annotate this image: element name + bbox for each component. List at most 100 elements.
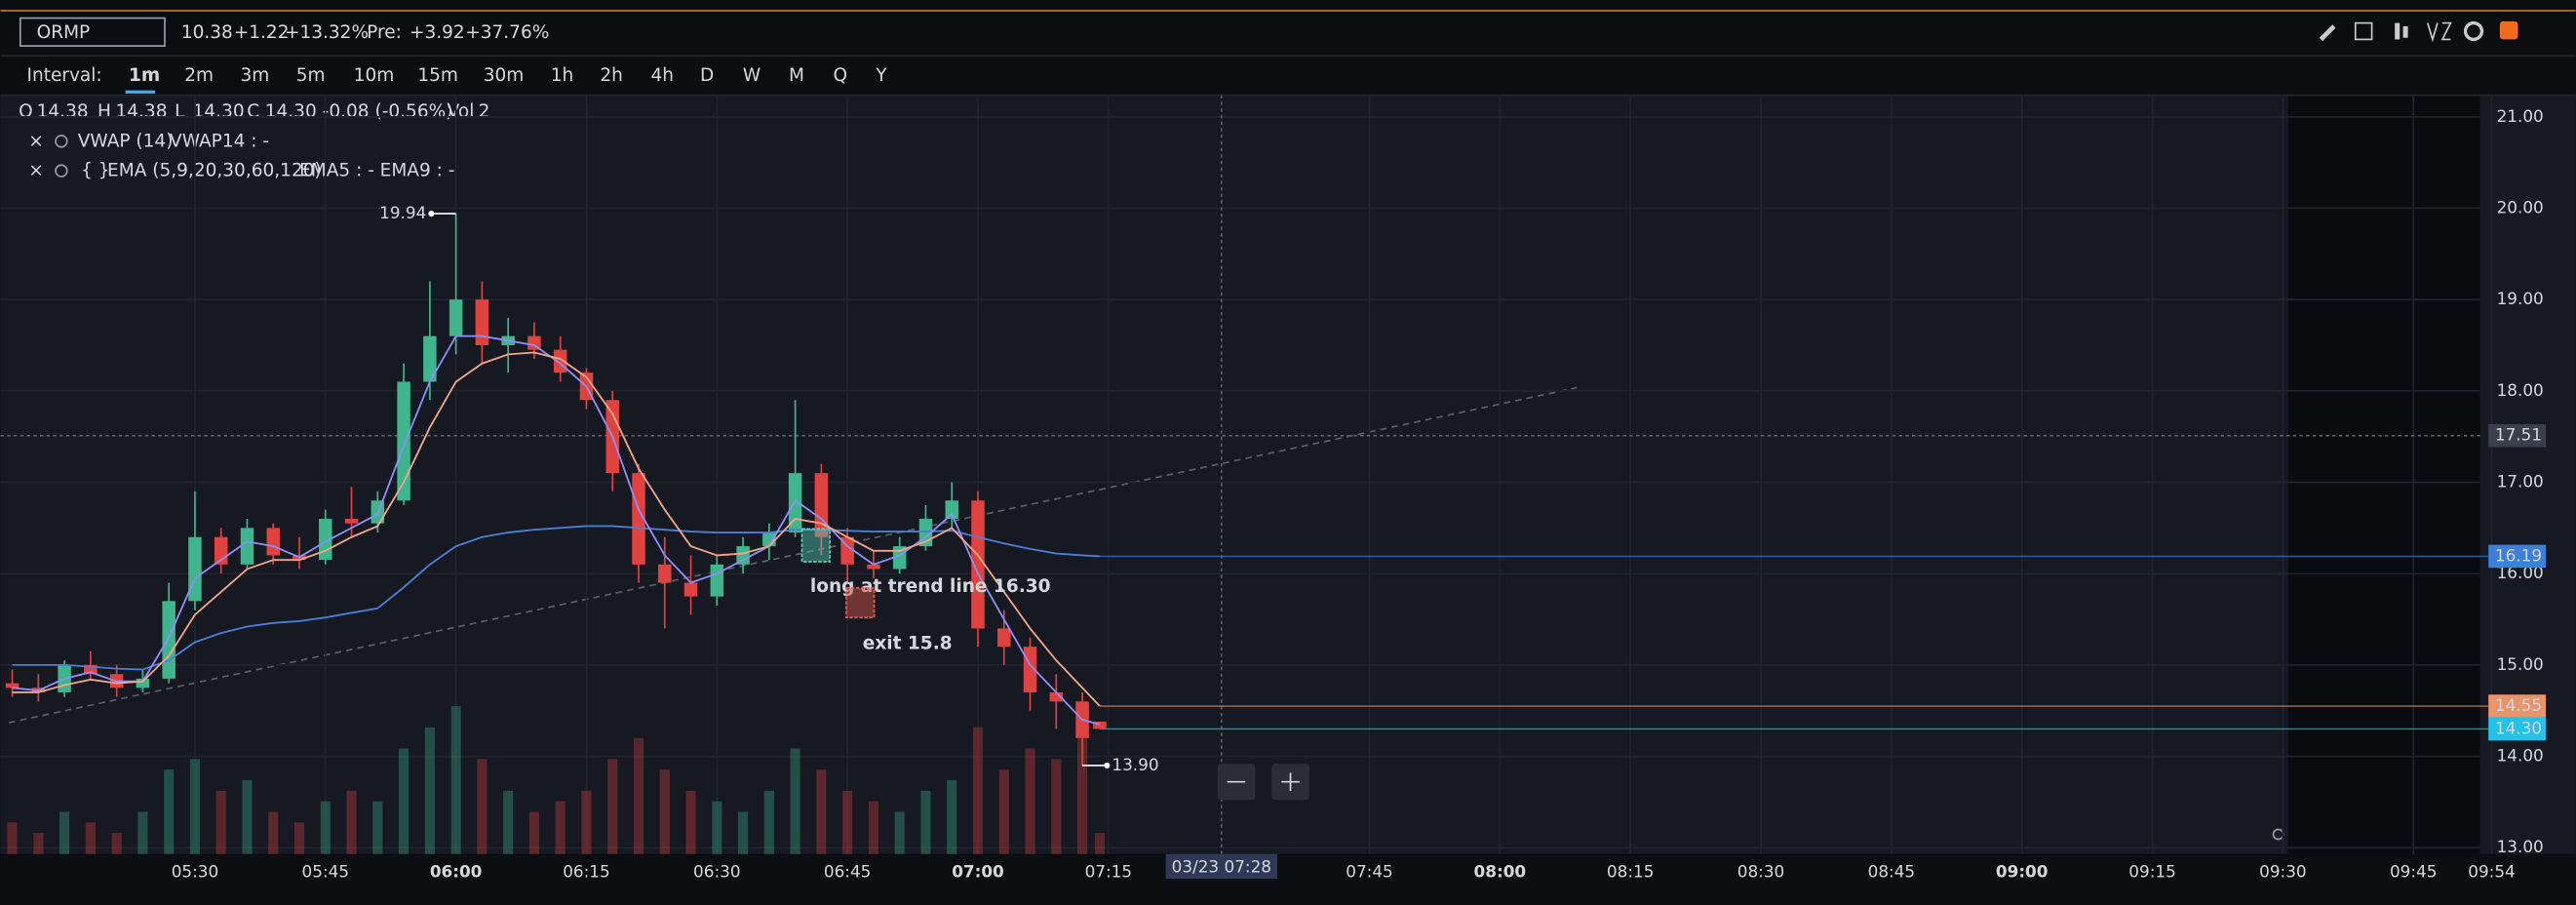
- symbol-input[interactable]: [19, 17, 166, 47]
- y-tick-label: 18.00: [2497, 380, 2544, 400]
- candle-body: [449, 299, 463, 336]
- candle-icon[interactable]: [2395, 22, 2400, 40]
- high-marker-label: 19.94: [379, 203, 426, 222]
- x-tick-label: 08:30: [1737, 861, 1785, 881]
- candle-icon[interactable]: [2402, 25, 2408, 38]
- low-marker-label: 13.90: [1112, 755, 1158, 774]
- plot-area: [0, 95, 2480, 854]
- visibility-toggle[interactable]: [55, 135, 68, 148]
- symbol[interactable]: ORMP: [37, 22, 91, 43]
- volume-bar: [947, 780, 957, 854]
- indicator-line: [12, 525, 1100, 671]
- interval-option[interactable]: Y: [875, 65, 887, 86]
- ohlc-label: O: [19, 101, 33, 122]
- candle-body: [892, 546, 907, 570]
- volume-bar: [790, 748, 800, 854]
- volume-bar: [868, 801, 878, 854]
- vol-label: Vol: [448, 101, 475, 122]
- change-pct: +13.32%: [285, 22, 369, 43]
- volume-bar: [346, 790, 357, 854]
- indicator-prefix: { }: [81, 161, 109, 181]
- annotation: exit 15.8: [863, 634, 953, 654]
- y-tick-label: 14.00: [2497, 746, 2544, 766]
- candle-body: [1049, 691, 1064, 702]
- x-tick-label: 08:45: [1868, 861, 1916, 881]
- candle-body: [683, 582, 698, 597]
- pre-label: Pre:: [367, 22, 402, 43]
- interval-option[interactable]: 3m: [240, 65, 269, 86]
- volume-bar: [1094, 833, 1105, 854]
- crosshair-x-tag: [1165, 853, 1278, 880]
- volume-bar: [842, 790, 853, 854]
- interval-option[interactable]: 2m: [184, 65, 214, 86]
- volume-bar: [920, 790, 931, 854]
- price-tag: [2488, 544, 2547, 569]
- candle-body: [971, 500, 985, 629]
- ohlc-value: 14.38: [115, 101, 167, 122]
- x-tick-label: 07:45: [1346, 861, 1393, 881]
- interval-option[interactable]: 5m: [296, 65, 326, 86]
- volume-bar: [164, 769, 175, 854]
- volume-bar: [215, 790, 226, 854]
- indicator-line: [12, 334, 1101, 726]
- volume-bar: [816, 769, 827, 854]
- y-tick-label: 15.00: [2497, 654, 2544, 674]
- interval-option[interactable]: 10m: [354, 65, 395, 86]
- x-tick-label: 05:30: [172, 861, 218, 881]
- x-tick-label: 06:30: [693, 861, 741, 881]
- interval-option[interactable]: Q: [833, 65, 847, 86]
- interval-option[interactable]: D: [700, 65, 714, 86]
- compare-icon[interactable]: [2427, 21, 2452, 43]
- ohlc-value: 14.30: [265, 101, 317, 122]
- interval-option[interactable]: 1h: [551, 65, 574, 86]
- volume-bar: [503, 790, 514, 854]
- legend-change: -0.08 (-0.56%): [323, 101, 453, 122]
- price-tag-label: 14.55: [2495, 695, 2542, 715]
- volume-bar: [111, 833, 122, 854]
- y-tick-label: 13.00: [2497, 837, 2544, 856]
- x-tick-label: 08:15: [1607, 861, 1655, 881]
- close-indicator[interactable]: ×: [28, 131, 44, 151]
- draw-icon[interactable]: [2319, 24, 2336, 42]
- interval-label: Interval:: [27, 65, 102, 86]
- alert-icon[interactable]: [2499, 20, 2518, 40]
- indicator-readout: EMA5 : -: [299, 161, 374, 181]
- volume-bar: [242, 780, 253, 854]
- chart-icon[interactable]: [2354, 21, 2373, 41]
- candle-body: [397, 381, 410, 501]
- volume-bar: [293, 822, 305, 854]
- candle-body: [527, 335, 541, 350]
- interval-option[interactable]: 1m: [129, 65, 160, 86]
- visibility-toggle[interactable]: [55, 164, 68, 177]
- interval-option[interactable]: W: [743, 65, 761, 86]
- interval-option[interactable]: 4h: [651, 65, 675, 86]
- x-tick-label: 08:00: [1474, 861, 1527, 881]
- crosshair-y-label: 17.51: [2495, 425, 2542, 445]
- chart-layer: Interval: 1m 2m 3m 5m 10m 15m 30m 1h 2h 4h D W M Q Y O 14…: [0, 65, 2547, 881]
- candle-body: [423, 335, 437, 382]
- crosshair-y-tag: [2488, 423, 2547, 448]
- candle-body: [736, 546, 750, 565]
- interval-option[interactable]: 30m: [484, 65, 525, 86]
- close-indicator[interactable]: ×: [28, 161, 44, 181]
- candle-body: [84, 664, 98, 675]
- trend-line[interactable]: [8, 386, 1578, 724]
- y-tick-label: 19.00: [2497, 289, 2544, 308]
- volume-bar: [998, 769, 1009, 854]
- candle-body: [814, 473, 829, 537]
- price-tag: [2488, 694, 2547, 718]
- interval-option[interactable]: 2h: [600, 65, 623, 86]
- vol-value: 2: [479, 101, 490, 122]
- settings-icon[interactable]: [2463, 20, 2484, 42]
- interval-option[interactable]: 15m: [417, 65, 458, 86]
- closed-session-area: [2287, 95, 2480, 854]
- volume-bar: [712, 801, 722, 854]
- x-tick-label: 06:00: [430, 861, 483, 881]
- crosshair-x-label: 03/23 07:28: [1172, 856, 1271, 876]
- high-marker-dot: [428, 211, 435, 217]
- interval-option[interactable]: M: [789, 65, 804, 86]
- x-tick-label: 07:00: [952, 861, 1004, 881]
- y-tick-label: 21.00: [2497, 106, 2544, 126]
